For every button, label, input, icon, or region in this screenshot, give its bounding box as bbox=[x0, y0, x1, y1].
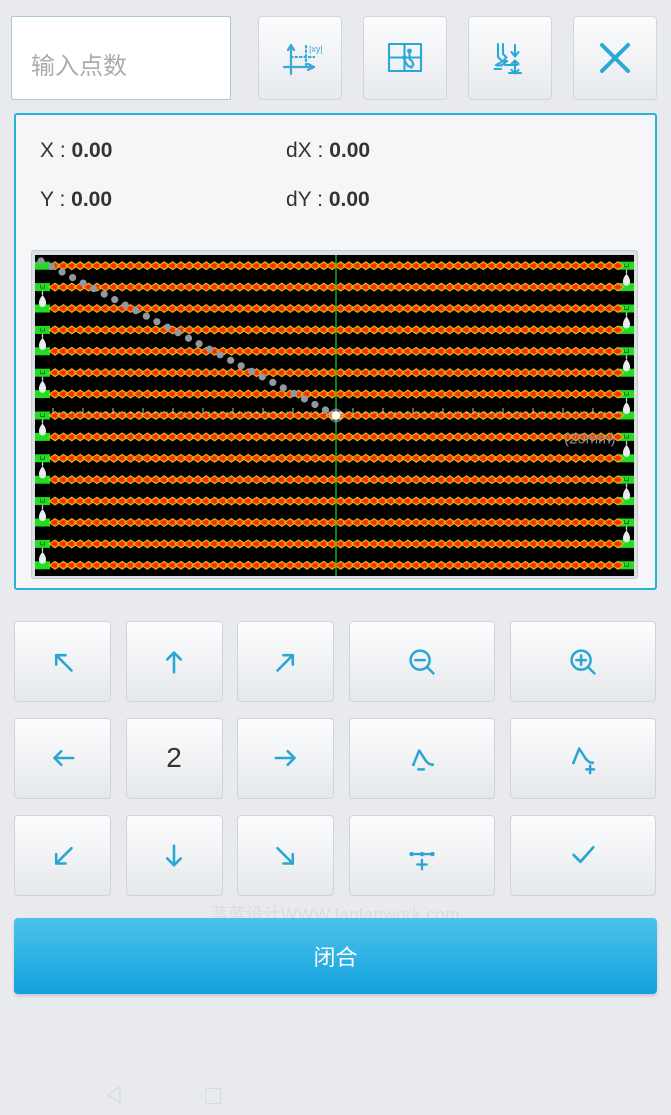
svg-text:(20mm): (20mm) bbox=[564, 431, 616, 448]
svg-text:|xy|: |xy| bbox=[309, 44, 323, 54]
